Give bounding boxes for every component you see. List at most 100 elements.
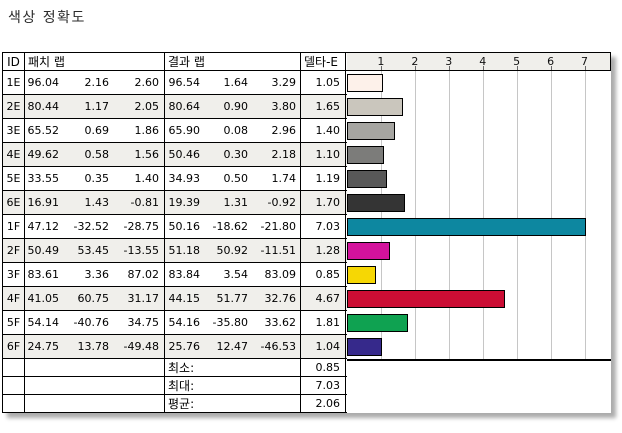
axis-tick-mark bbox=[380, 66, 382, 70]
chart-bar-row bbox=[347, 335, 611, 359]
delta-e-cell: 4.67 bbox=[301, 287, 346, 310]
chart-gridline bbox=[414, 71, 416, 359]
summary-empty-id-cell bbox=[3, 395, 25, 412]
patch-lab-cell: 80.44 1.17 2.05 bbox=[25, 95, 165, 118]
axis-tick-label: 7 bbox=[581, 55, 589, 68]
axis-tick-mark bbox=[584, 66, 586, 70]
patch-lab-value: 1.40 bbox=[134, 172, 160, 185]
axis-tick-label: 3 bbox=[445, 55, 453, 68]
patch-lab-value: -13.55 bbox=[123, 244, 159, 257]
delta-e-bar bbox=[347, 242, 391, 260]
delta-e-bar bbox=[347, 218, 586, 236]
axis-tick-mark bbox=[516, 66, 518, 70]
table-body: 1E 96.04 2.16 2.60 96.54 1.64 3.29 1.05 2E 80.44 1… bbox=[3, 71, 347, 359]
axis-tick-mark bbox=[482, 66, 484, 70]
summary-value: 7.03 bbox=[301, 377, 346, 394]
delta-e-bar bbox=[347, 338, 383, 356]
delta-e-bar bbox=[347, 170, 388, 188]
patch-lab-cell: 33.55 0.35 1.40 bbox=[25, 167, 165, 190]
result-lab-value: 54.16 bbox=[168, 316, 201, 329]
chart-bar-row bbox=[347, 71, 611, 95]
result-lab-cell: 83.84 3.54 83.09 bbox=[165, 263, 301, 286]
chart-bar-row bbox=[347, 239, 611, 263]
result-lab-value: -18.62 bbox=[212, 220, 248, 233]
patch-lab-value: 96.04 bbox=[27, 76, 60, 89]
patch-lab-value: 50.49 bbox=[27, 244, 60, 257]
result-lab-cell: 25.76 12.47 -46.53 bbox=[165, 335, 301, 358]
summary-value: 0.85 bbox=[301, 359, 346, 376]
chart-bar-row bbox=[347, 143, 611, 167]
delta-e-bar bbox=[347, 266, 376, 284]
result-lab-value: 1.64 bbox=[223, 76, 249, 89]
patch-id-cell: 3F bbox=[3, 263, 25, 286]
patch-id-cell: 6E bbox=[3, 191, 25, 214]
table-row: 6E 16.91 1.43 -0.81 19.39 1.31 -0.92 1.70 bbox=[3, 191, 347, 215]
result-lab-cell: 50.46 0.30 2.18 bbox=[165, 143, 301, 166]
axis-tick-label: 2 bbox=[411, 55, 419, 68]
result-lab-cell: 34.93 0.50 1.74 bbox=[165, 167, 301, 190]
chart-gridline bbox=[482, 71, 484, 359]
table-row: 2F 50.49 53.45 -13.55 51.18 50.92 -11.51 1.28 bbox=[3, 239, 347, 263]
patch-id-cell: 2F bbox=[3, 239, 25, 262]
result-lab-value: 50.16 bbox=[168, 220, 201, 233]
patch-id-cell: 2E bbox=[3, 95, 25, 118]
patch-lab-value: 2.05 bbox=[134, 100, 160, 113]
patch-lab-cell: 96.04 2.16 2.60 bbox=[25, 71, 165, 94]
chart-bar-row bbox=[347, 215, 611, 239]
result-lab-cell: 80.64 0.90 3.80 bbox=[165, 95, 301, 118]
result-lab-value: 0.90 bbox=[223, 100, 249, 113]
chart-gridline bbox=[516, 71, 518, 359]
result-lab-value: 51.77 bbox=[216, 292, 249, 305]
result-lab-value: 33.62 bbox=[264, 316, 297, 329]
result-lab-value: -35.80 bbox=[212, 316, 248, 329]
summary-empty-patch-cell bbox=[25, 377, 165, 394]
summary-empty-id-cell bbox=[3, 377, 25, 394]
delta-e-cell: 1.70 bbox=[301, 191, 346, 214]
delta-e-bar bbox=[347, 74, 383, 92]
chart-bar-row bbox=[347, 167, 611, 191]
summary-label: 최소: bbox=[165, 359, 301, 376]
table-row: 4F 41.05 60.75 31.17 44.15 51.77 32.76 4.67 bbox=[3, 287, 347, 311]
patch-lab-value: 49.62 bbox=[27, 148, 60, 161]
result-lab-cell: 65.90 0.08 2.96 bbox=[165, 119, 301, 142]
table-header-row: ID 패치 랩 결과 랩 델타-E bbox=[3, 53, 347, 71]
result-lab-value: 83.09 bbox=[264, 268, 297, 281]
result-lab-value: 50.92 bbox=[216, 244, 249, 257]
axis-tick-mark bbox=[414, 66, 416, 70]
color-accuracy-table: ID 패치 랩 결과 랩 델타-E 1E 96.04 2.16 2.60 96.54 1.… bbox=[2, 52, 347, 413]
patch-lab-value: 3.36 bbox=[84, 268, 110, 281]
result-lab-value: 2.96 bbox=[271, 124, 297, 137]
patch-id-cell: 4F bbox=[3, 287, 25, 310]
result-lab-value: 25.76 bbox=[168, 340, 201, 353]
patch-lab-value: 87.02 bbox=[127, 268, 160, 281]
patch-lab-value: 0.69 bbox=[84, 124, 110, 137]
patch-lab-value: 31.17 bbox=[127, 292, 160, 305]
chart-bar-row bbox=[347, 191, 611, 215]
patch-lab-cell: 47.12 -32.52 -28.75 bbox=[25, 215, 165, 238]
patch-id-cell: 3E bbox=[3, 119, 25, 142]
column-header-result-lab: 결과 랩 bbox=[165, 53, 301, 70]
patch-lab-value: 1.56 bbox=[134, 148, 160, 161]
delta-e-cell: 0.85 bbox=[301, 263, 346, 286]
patch-lab-value: 53.45 bbox=[77, 244, 110, 257]
chart-bar-row bbox=[347, 287, 611, 311]
patch-id-cell: 1E bbox=[3, 71, 25, 94]
patch-lab-cell: 50.49 53.45 -13.55 bbox=[25, 239, 165, 262]
patch-lab-value: -40.76 bbox=[73, 316, 109, 329]
delta-e-bar bbox=[347, 290, 506, 308]
result-lab-value: -21.80 bbox=[260, 220, 296, 233]
result-lab-value: 0.50 bbox=[223, 172, 249, 185]
summary-empty-id-cell bbox=[3, 359, 25, 376]
delta-e-cell: 1.28 bbox=[301, 239, 346, 262]
chart-plot-area bbox=[347, 71, 611, 361]
report-panel: ID 패치 랩 결과 랩 델타-E 1E 96.04 2.16 2.60 96.54 1.… bbox=[2, 52, 611, 413]
chart-gridline bbox=[550, 71, 552, 359]
patch-lab-cell: 41.05 60.75 31.17 bbox=[25, 287, 165, 310]
table-row: 3E 65.52 0.69 1.86 65.90 0.08 2.96 1.40 bbox=[3, 119, 347, 143]
result-lab-value: 44.15 bbox=[168, 292, 201, 305]
result-lab-cell: 51.18 50.92 -11.51 bbox=[165, 239, 301, 262]
table-summary: 최소: 0.85 최대: 7.03 평균: 2.06 bbox=[3, 359, 347, 413]
axis-tick-label: 6 bbox=[547, 55, 555, 68]
result-lab-value: 80.64 bbox=[168, 100, 201, 113]
patch-lab-value: 2.16 bbox=[84, 76, 110, 89]
